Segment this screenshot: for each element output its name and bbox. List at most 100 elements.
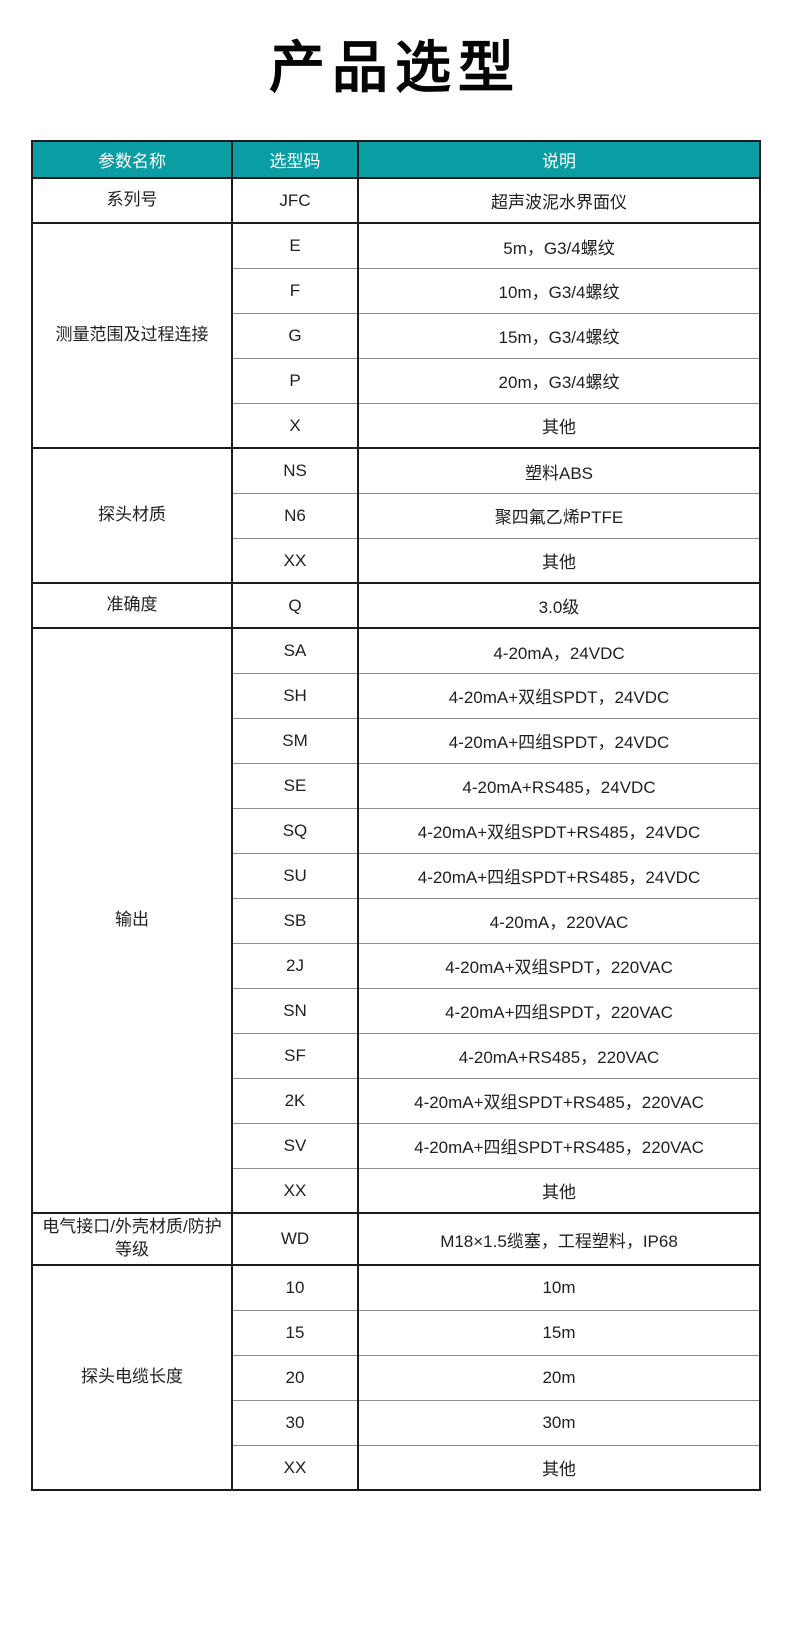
param-cell-series: 系列号 — [32, 177, 232, 224]
desc-cell: 3.0级 — [357, 582, 760, 629]
table-row: 15 15m — [32, 1309, 760, 1356]
table-row: 2J 4-20mA+双组SPDT，220VAC — [32, 942, 760, 989]
table-row: SQ 4-20mA+双组SPDT+RS485，24VDC — [32, 807, 760, 854]
code-cell: 2J — [231, 942, 358, 989]
table-container: 参数名称 选型码 说明 系列号 JFC 超声波泥水界面仪 测量范围及过程连接 E… — [31, 140, 761, 1492]
table-row: SV 4-20mA+四组SPDT+RS485，220VAC — [32, 1122, 760, 1169]
table-row: SF 4-20mA+RS485，220VAC — [32, 1032, 760, 1079]
table-row: 测量范围及过程连接 E 5m，G3/4螺纹 — [32, 222, 760, 449]
code-cell: SB — [231, 897, 358, 944]
desc-cell: 10m，G3/4螺纹 — [357, 267, 760, 314]
desc-cell: 30m — [357, 1399, 760, 1446]
table-row: N6 聚四氟乙烯PTFE — [32, 492, 760, 539]
table-row: SN 4-20mA+四组SPDT，220VAC — [32, 987, 760, 1034]
table-row: XX 其他 — [32, 537, 760, 584]
table-row: SM 4-20mA+四组SPDT，24VDC — [32, 717, 760, 764]
desc-cell: 5m，G3/4螺纹 — [357, 222, 760, 269]
code-cell: 10 — [231, 1264, 358, 1311]
table-row: 电气接口/外壳材质/防护等级 WD M18×1.5缆塞，工程塑料，IP68 — [32, 1212, 760, 1266]
code-cell: 30 — [231, 1399, 358, 1446]
desc-cell: 4-20mA，220VAC — [357, 897, 760, 944]
desc-cell: 4-20mA+四组SPDT+RS485，220VAC — [357, 1122, 760, 1169]
table-row: G 15m，G3/4螺纹 — [32, 312, 760, 359]
table-row: SB 4-20mA，220VAC — [32, 897, 760, 944]
header-cell-parameter-name: 参数名称 — [32, 141, 232, 180]
table-row: 准确度 Q 3.0级 — [32, 582, 760, 629]
desc-cell: 4-20mA+双组SPDT，220VAC — [357, 942, 760, 989]
table-row: 探头电缆长度 10 10m — [32, 1264, 760, 1491]
code-cell: N6 — [231, 492, 358, 539]
desc-cell: 其他 — [357, 1444, 760, 1491]
desc-cell: 其他 — [357, 1167, 760, 1214]
table-row: XX 其他 — [32, 1167, 760, 1214]
desc-cell: 超声波泥水界面仪 — [357, 177, 760, 224]
table-row: XX 其他 — [32, 1444, 760, 1491]
code-cell: SV — [231, 1122, 358, 1169]
desc-cell: 10m — [357, 1264, 760, 1311]
code-cell: XX — [231, 1167, 358, 1214]
code-cell: 15 — [231, 1309, 358, 1356]
page-title: 产品选型 — [269, 36, 521, 99]
code-cell: P — [231, 357, 358, 404]
code-cell: G — [231, 312, 358, 359]
desc-cell: 4-20mA+四组SPDT，24VDC — [357, 717, 760, 764]
code-cell: SE — [231, 762, 358, 809]
code-cell: 20 — [231, 1354, 358, 1401]
param-cell-probe-material: 探头材质 — [32, 447, 232, 584]
table-row: 探头材质 NS 塑料ABS — [32, 447, 760, 584]
desc-cell: 其他 — [357, 402, 760, 449]
code-cell: SH — [231, 672, 358, 719]
table-row: 系列号 JFC 超声波泥水界面仪 — [32, 177, 760, 224]
code-cell: X — [231, 402, 358, 449]
desc-cell: 4-20mA+双组SPDT+RS485，24VDC — [357, 807, 760, 854]
param-cell-output: 输出 — [32, 627, 232, 1214]
code-cell: JFC — [231, 177, 358, 224]
desc-cell: 4-20mA，24VDC — [357, 627, 760, 674]
table-row: SH 4-20mA+双组SPDT，24VDC — [32, 672, 760, 719]
code-cell: WD — [231, 1212, 358, 1266]
table-row: F 10m，G3/4螺纹 — [32, 267, 760, 314]
desc-cell: M18×1.5缆塞，工程塑料，IP68 — [357, 1212, 760, 1266]
table-row: P 20m，G3/4螺纹 — [32, 357, 760, 404]
header-row: 参数名称 选型码 说明 — [32, 141, 760, 180]
table-row: 输出 SA 4-20mA，24VDC — [32, 627, 760, 1214]
desc-cell: 4-20mA+RS485，24VDC — [357, 762, 760, 809]
code-cell: XX — [231, 1444, 358, 1491]
desc-cell: 其他 — [357, 537, 760, 584]
code-cell: E — [231, 222, 358, 269]
table-row: 30 30m — [32, 1399, 760, 1446]
code-cell: SU — [231, 852, 358, 899]
code-cell: SA — [231, 627, 358, 674]
desc-cell: 塑料ABS — [357, 447, 760, 494]
code-cell: SM — [231, 717, 358, 764]
desc-cell: 15m — [357, 1309, 760, 1356]
param-cell-accuracy: 准确度 — [32, 582, 232, 629]
header-cell-selection-code: 选型码 — [231, 141, 358, 180]
table-row: 20 20m — [32, 1354, 760, 1401]
param-cell-cable-length: 探头电缆长度 — [32, 1264, 232, 1491]
desc-cell: 20m，G3/4螺纹 — [357, 357, 760, 404]
code-cell: 2K — [231, 1077, 358, 1124]
table-row: 2K 4-20mA+双组SPDT+RS485，220VAC — [32, 1077, 760, 1124]
code-cell: XX — [231, 537, 358, 584]
param-cell-electrical-interface: 电气接口/外壳材质/防护等级 — [32, 1212, 232, 1266]
code-cell: NS — [231, 447, 358, 494]
desc-cell: 4-20mA+RS485，220VAC — [357, 1032, 760, 1079]
desc-cell: 15m，G3/4螺纹 — [357, 312, 760, 359]
desc-cell: 4-20mA+四组SPDT+RS485，24VDC — [357, 852, 760, 899]
desc-cell: 4-20mA+四组SPDT，220VAC — [357, 987, 760, 1034]
table-row: SE 4-20mA+RS485，24VDC — [32, 762, 760, 809]
code-cell: SN — [231, 987, 358, 1034]
code-cell: Q — [231, 582, 358, 629]
code-cell: SF — [231, 1032, 358, 1079]
code-cell: SQ — [231, 807, 358, 854]
code-cell: F — [231, 267, 358, 314]
desc-cell: 4-20mA+双组SPDT+RS485，220VAC — [357, 1077, 760, 1124]
product-selection-table: 参数名称 选型码 说明 系列号 JFC 超声波泥水界面仪 测量范围及过程连接 E… — [31, 140, 761, 1492]
table-row: SU 4-20mA+四组SPDT+RS485，24VDC — [32, 852, 760, 899]
desc-cell: 聚四氟乙烯PTFE — [357, 492, 760, 539]
desc-cell: 4-20mA+双组SPDT，24VDC — [357, 672, 760, 719]
param-cell-measuring-range: 测量范围及过程连接 — [32, 222, 232, 449]
header-cell-description: 说明 — [357, 141, 760, 180]
table-row: X 其他 — [32, 402, 760, 449]
